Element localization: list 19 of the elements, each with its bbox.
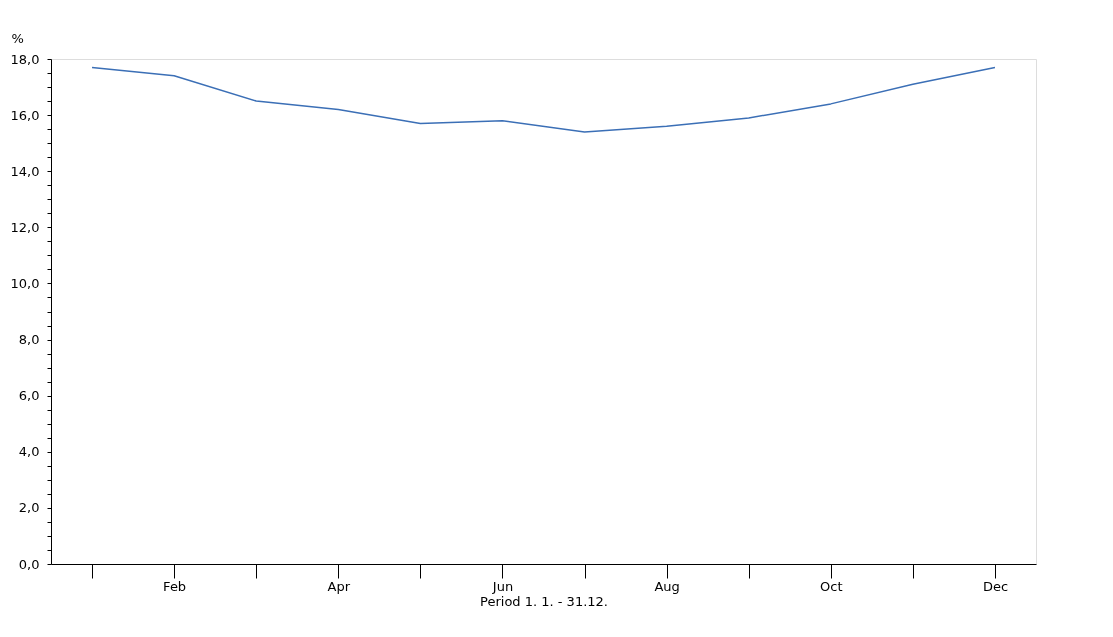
y-tick-label: 8,0: [18, 332, 40, 348]
x-tick-label: Jun: [491, 578, 514, 594]
x-tick-label: Aug: [654, 578, 680, 594]
x-tick-label: Dec: [982, 578, 1009, 594]
y-tick-label: 12,0: [10, 219, 40, 235]
line-series: [91, 66, 996, 133]
y-tick-label: 14,0: [10, 163, 40, 179]
x-tick-label: Feb: [163, 578, 187, 594]
y-tick-label: 2,0: [18, 500, 40, 516]
y-tick-label: 0,0: [18, 556, 40, 572]
y-tick-label: 6,0: [18, 388, 40, 404]
y-axis-title: %: [11, 30, 24, 46]
x-tick-label: Apr: [327, 578, 351, 594]
x-tick-label: Oct: [820, 578, 843, 594]
x-axis-title: Period 1. 1. - 31.12.: [480, 593, 608, 609]
y-tick-label: 18,0: [10, 51, 40, 67]
y-tick-label: 4,0: [18, 444, 40, 460]
y-tick-label: 10,0: [10, 275, 40, 291]
y-tick-label: 16,0: [10, 107, 40, 123]
